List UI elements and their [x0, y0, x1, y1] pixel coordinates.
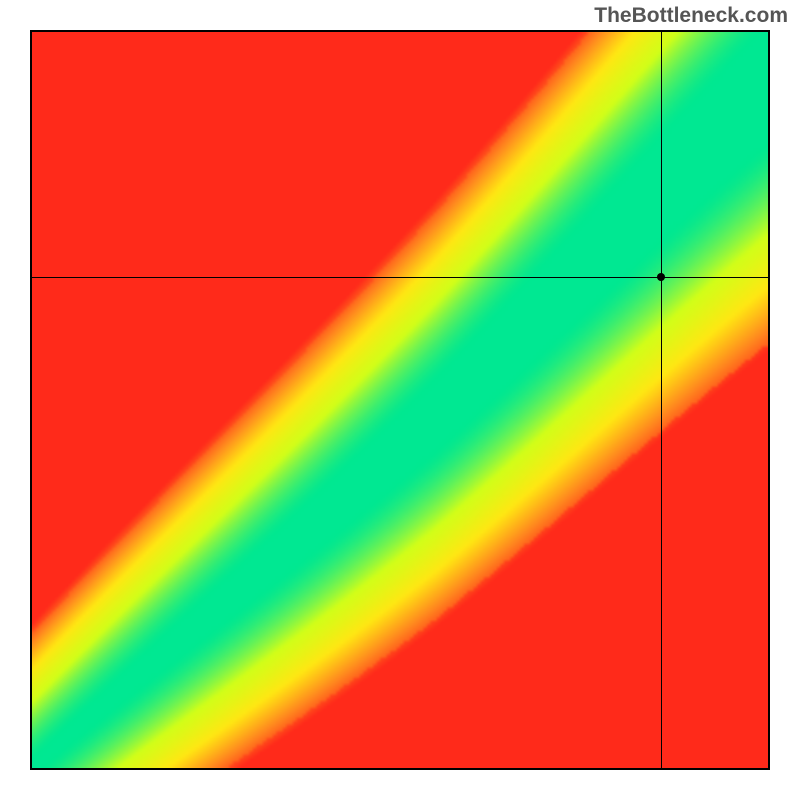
crosshair-vertical [661, 32, 662, 768]
heatmap-plot [30, 30, 770, 770]
attribution-text: TheBottleneck.com [594, 4, 788, 28]
heatmap-canvas [32, 32, 768, 768]
marker-dot [657, 273, 665, 281]
